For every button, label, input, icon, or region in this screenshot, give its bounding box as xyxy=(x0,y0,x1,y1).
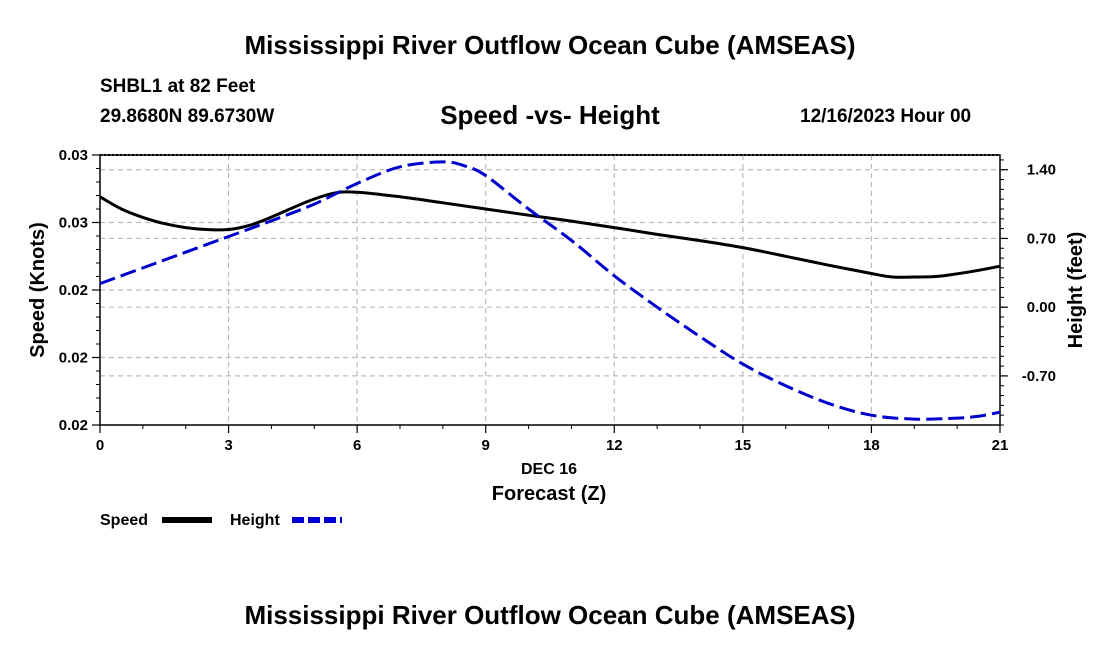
x-tick-label: 15 xyxy=(735,437,752,454)
station-label: SHBL1 at 82 Feet xyxy=(100,76,256,97)
legend-height-label: Height xyxy=(230,512,280,529)
x-tick-label: 6 xyxy=(353,437,361,454)
x-tick-label: 12 xyxy=(606,437,623,454)
y-tick-label: 0.03 xyxy=(59,147,88,164)
axis-ticks: 0 3 6 9 12 15 18 21 0.02 0.02 0.02 0.03 0.03 -0.70 0.0… xyxy=(59,147,1056,454)
x-tick-label: 0 xyxy=(96,437,104,454)
y2-tick-label: 0.00 xyxy=(1027,299,1056,316)
legend: Speed Height xyxy=(100,512,342,529)
x-axis-label: Forecast (Z) xyxy=(492,483,606,505)
footer-title: Mississippi River Outflow Ocean Cube (AM… xyxy=(244,600,856,630)
speed-series-line xyxy=(99,190,1001,279)
x-axis-date-label: DEC 16 xyxy=(521,461,577,478)
y2-tick-label: -0.70 xyxy=(1022,368,1056,385)
y-tick-label: 0.03 xyxy=(59,215,88,232)
x-tick-label: 9 xyxy=(482,437,490,454)
y2-tick-label: 0.70 xyxy=(1027,230,1056,247)
height-series-line xyxy=(99,160,1001,421)
x-tick-label: 18 xyxy=(863,437,880,454)
y-axis-label: Speed (Knots) xyxy=(27,222,49,358)
y-tick-label: 0.02 xyxy=(59,417,88,434)
y-tick-label: 0.02 xyxy=(59,350,88,367)
y-tick-label: 0.02 xyxy=(59,282,88,299)
y2-tick-label: 1.40 xyxy=(1027,162,1056,179)
y2-axis-label: Height (feet) xyxy=(1065,232,1087,349)
speed-height-chart: 0 3 6 9 12 15 18 21 0.02 0.02 0.02 0.03 0.03 -0.70 0.0… xyxy=(27,147,1087,529)
x-tick-label: 21 xyxy=(992,437,1009,454)
coordinates-label: 29.8680N 89.6730W xyxy=(100,106,275,127)
grid xyxy=(100,155,1000,425)
page-title: Mississippi River Outflow Ocean Cube (AM… xyxy=(244,30,856,60)
chart-title: Speed -vs- Height xyxy=(440,100,660,130)
series xyxy=(99,160,1001,421)
legend-speed-label: Speed xyxy=(100,512,148,529)
datetime-label: 12/16/2023 Hour 00 xyxy=(800,106,972,127)
x-tick-label: 3 xyxy=(224,437,232,454)
